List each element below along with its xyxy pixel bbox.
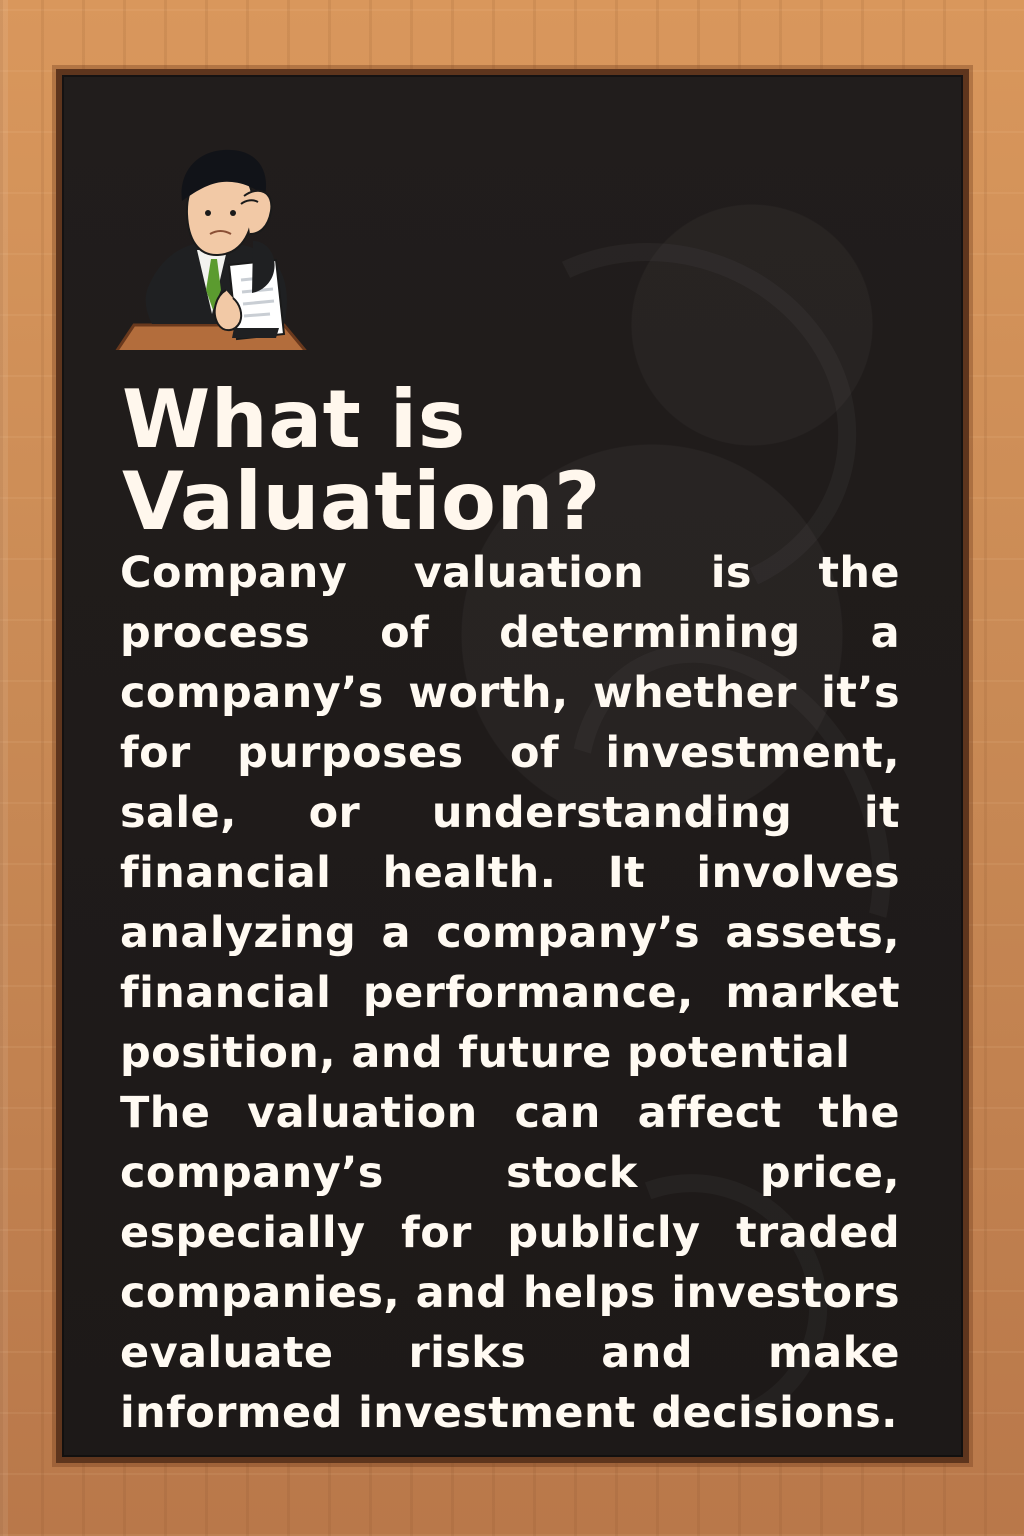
body-paragraph-1: Company valuation is the process of dete… xyxy=(120,548,900,1078)
page-title: What is Valuation? xyxy=(122,373,601,548)
body-paragraph-2: The valuation can affect the company’s s… xyxy=(120,1088,900,1438)
businessman-reading-document-icon xyxy=(115,149,307,350)
chalkboard: What is Valuation? Company valuation is … xyxy=(56,69,969,1463)
body-copy: Company valuation is the process of dete… xyxy=(120,543,900,1443)
